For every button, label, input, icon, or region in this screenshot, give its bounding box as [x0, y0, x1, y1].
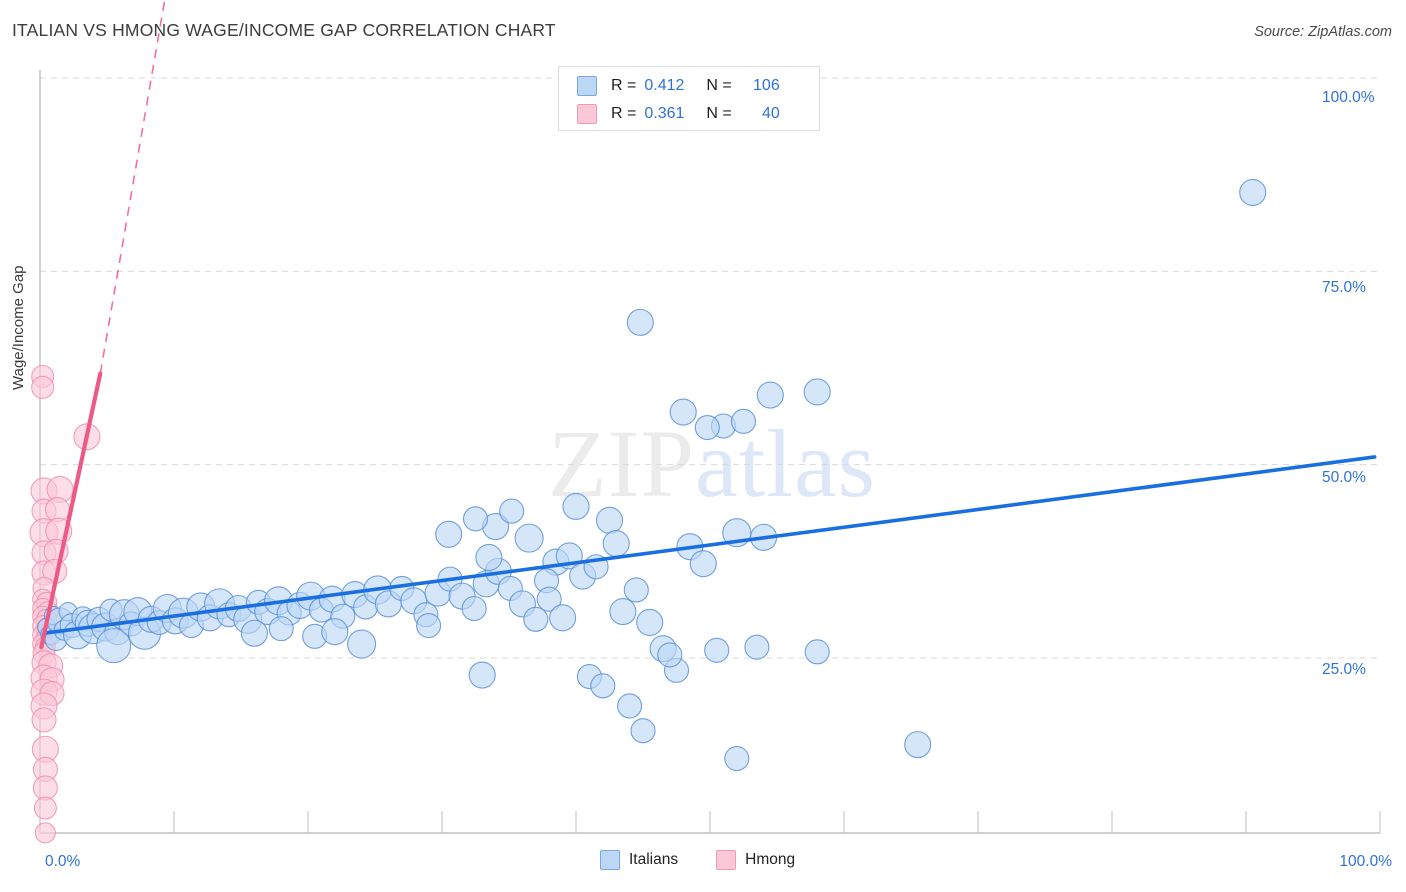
y-tick-label-25: 25.0%: [1322, 661, 1366, 678]
x-axis-ticks: [39, 811, 1381, 833]
n-value-hmong: 40: [761, 105, 780, 122]
legend-label-italians: Italians: [629, 851, 679, 868]
page-title: ITALIAN VS HMONG WAGE/INCOME GAP CORRELA…: [12, 20, 556, 40]
x-tick-label-min: 0.0%: [45, 853, 81, 870]
legend-swatch-italians-icon: [600, 850, 620, 870]
series-legend: Italians Hmong: [600, 850, 823, 870]
y-tick-label-100: 100.0%: [1322, 89, 1375, 106]
legend-item-hmong[interactable]: Hmong: [716, 850, 795, 870]
n-value-italians: 106: [753, 77, 780, 94]
y-tick-label-50: 50.0%: [1322, 469, 1366, 486]
legend-label-hmong: Hmong: [745, 851, 796, 868]
r-value-italians: 0.412: [644, 77, 685, 94]
stats-row-hmong: R = 0.361 N = 40: [559, 100, 819, 128]
gridlines: [40, 77, 1380, 659]
correlation-stats-legend: R = 0.412 N = 106 R = 0.361 N = 40: [558, 66, 820, 131]
r-label-italians: R =: [611, 77, 637, 94]
legend-swatch-hmong-icon: [716, 850, 737, 870]
n-label-italians: N =: [706, 77, 732, 94]
axis-lines: [39, 70, 1380, 834]
source-attribution: Source: ZipAtlas.com: [1254, 24, 1392, 40]
trendlines: [39, 0, 1377, 650]
legend-item-italians[interactable]: Italians: [600, 850, 678, 870]
swatch-italians-icon: [577, 76, 597, 96]
y-tick-label-75: 75.0%: [1322, 279, 1366, 296]
r-value-hmong: 0.361: [644, 105, 685, 122]
r-label-hmong: R =: [611, 105, 637, 122]
swatch-hmong-icon: [577, 104, 597, 124]
n-label-hmong: N =: [706, 105, 732, 122]
series-italians-points: [37, 178, 1267, 772]
x-tick-label-max: 100.0%: [1339, 853, 1392, 870]
stats-row-italians: R = 0.412 N = 106: [559, 72, 819, 100]
